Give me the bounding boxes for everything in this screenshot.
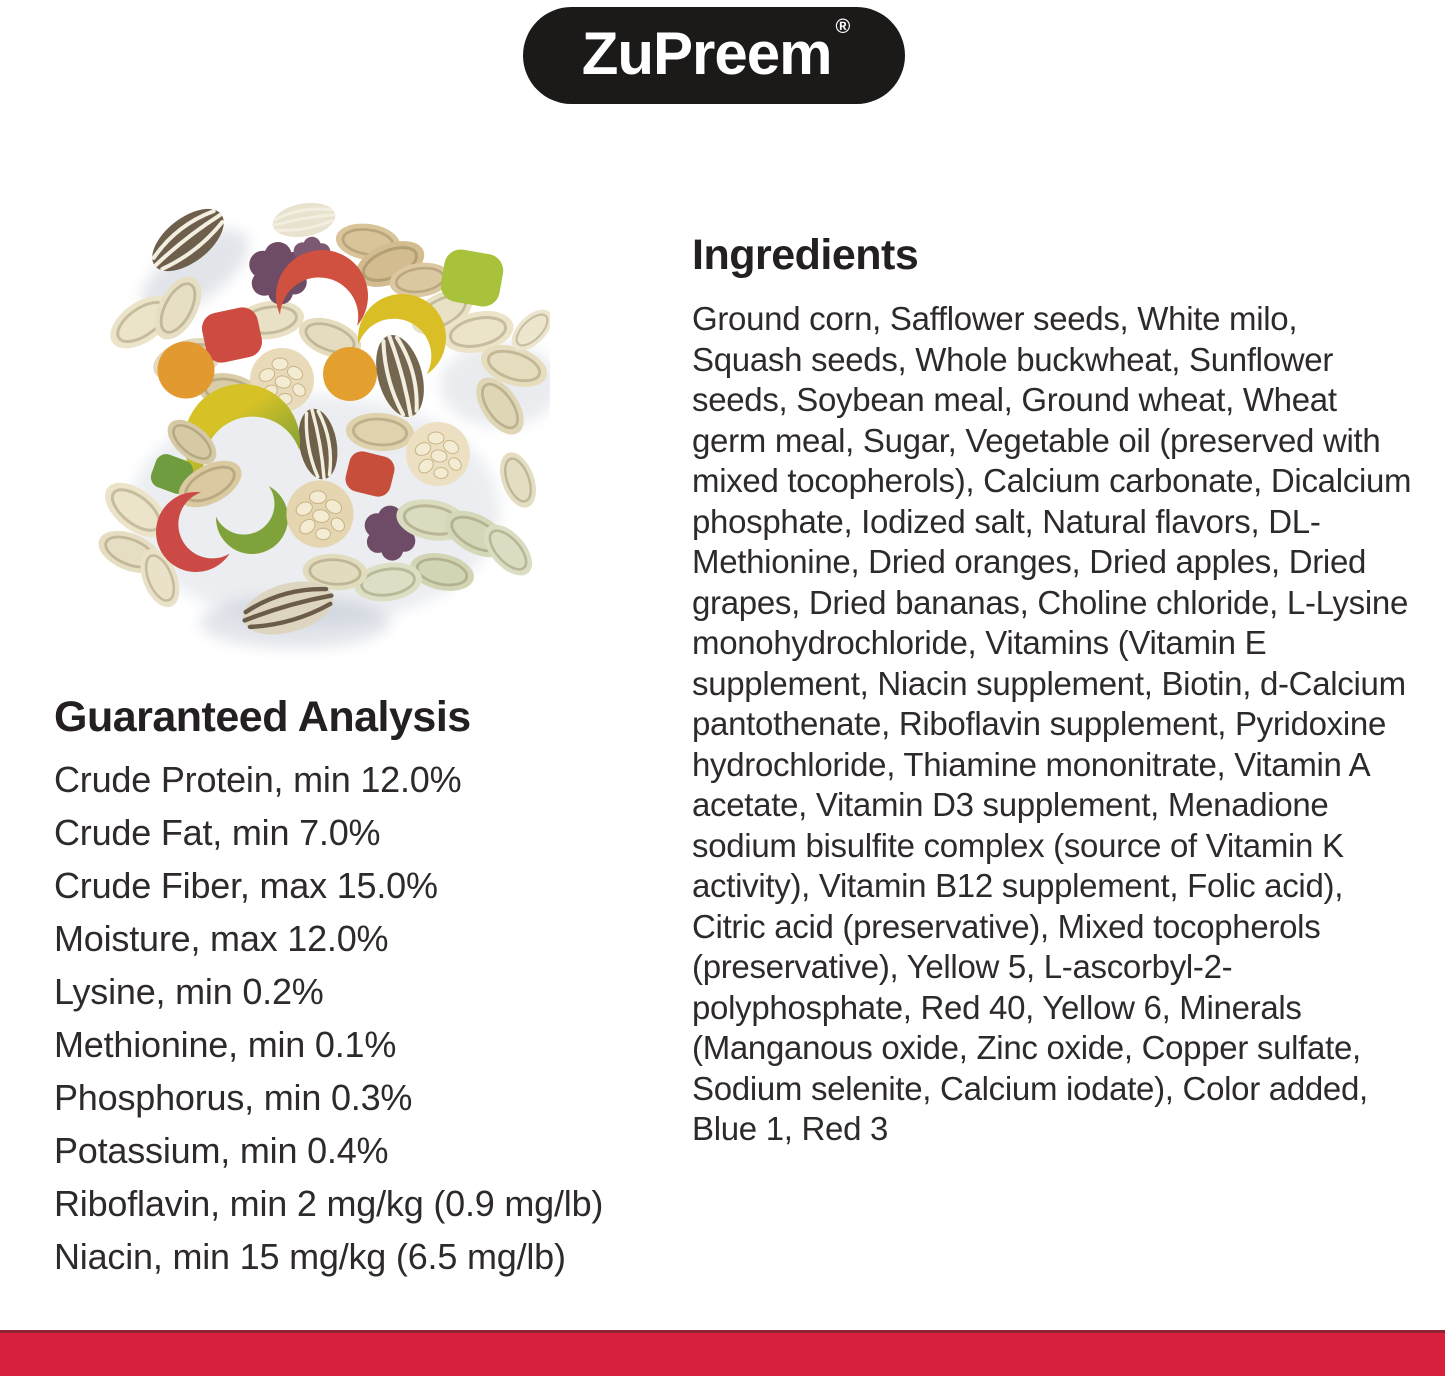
registered-trademark-symbol: ® bbox=[835, 15, 851, 38]
analysis-item: Niacin, min 15 mg/kg (6.5 mg/lb) bbox=[54, 1236, 566, 1278]
ingredients-heading: Ingredients bbox=[692, 231, 919, 279]
brand-logo-text: ZuPreem ® bbox=[581, 15, 851, 87]
analysis-item: Riboflavin, min 2 mg/kg (0.9 mg/lb) bbox=[54, 1183, 604, 1225]
analysis-item: Crude Protein, min 12.0% bbox=[54, 759, 462, 801]
bottom-red-band bbox=[0, 1330, 1445, 1376]
guaranteed-analysis-section: Guaranteed Analysis Crude Protein, min 1… bbox=[54, 694, 674, 1283]
seed-pile-illustration bbox=[91, 194, 561, 648]
analysis-item: Potassium, min 0.4% bbox=[54, 1130, 389, 1172]
ingredients-text: Ground corn, Safflower seeds, White milo… bbox=[692, 300, 1412, 1148]
brand-logo: ZuPreem ® bbox=[523, 7, 905, 104]
analysis-item: Crude Fat, min 7.0% bbox=[54, 812, 381, 854]
ingredients-section: Ingredients Ground corn, Safflower seeds… bbox=[692, 232, 1414, 1183]
guaranteed-analysis-heading: Guaranteed Analysis bbox=[54, 693, 471, 741]
product-photo bbox=[80, 180, 561, 660]
analysis-item: Lysine, min 0.2% bbox=[54, 971, 324, 1013]
analysis-item: Moisture, max 12.0% bbox=[54, 918, 389, 960]
analysis-item: Phosphorus, min 0.3% bbox=[54, 1077, 413, 1119]
analysis-item: Methionine, min 0.1% bbox=[54, 1024, 397, 1066]
analysis-item: Crude Fiber, max 15.0% bbox=[54, 865, 438, 907]
guaranteed-analysis-list: Crude Protein, min 12.0% Crude Fat, min 7… bbox=[54, 753, 674, 1283]
